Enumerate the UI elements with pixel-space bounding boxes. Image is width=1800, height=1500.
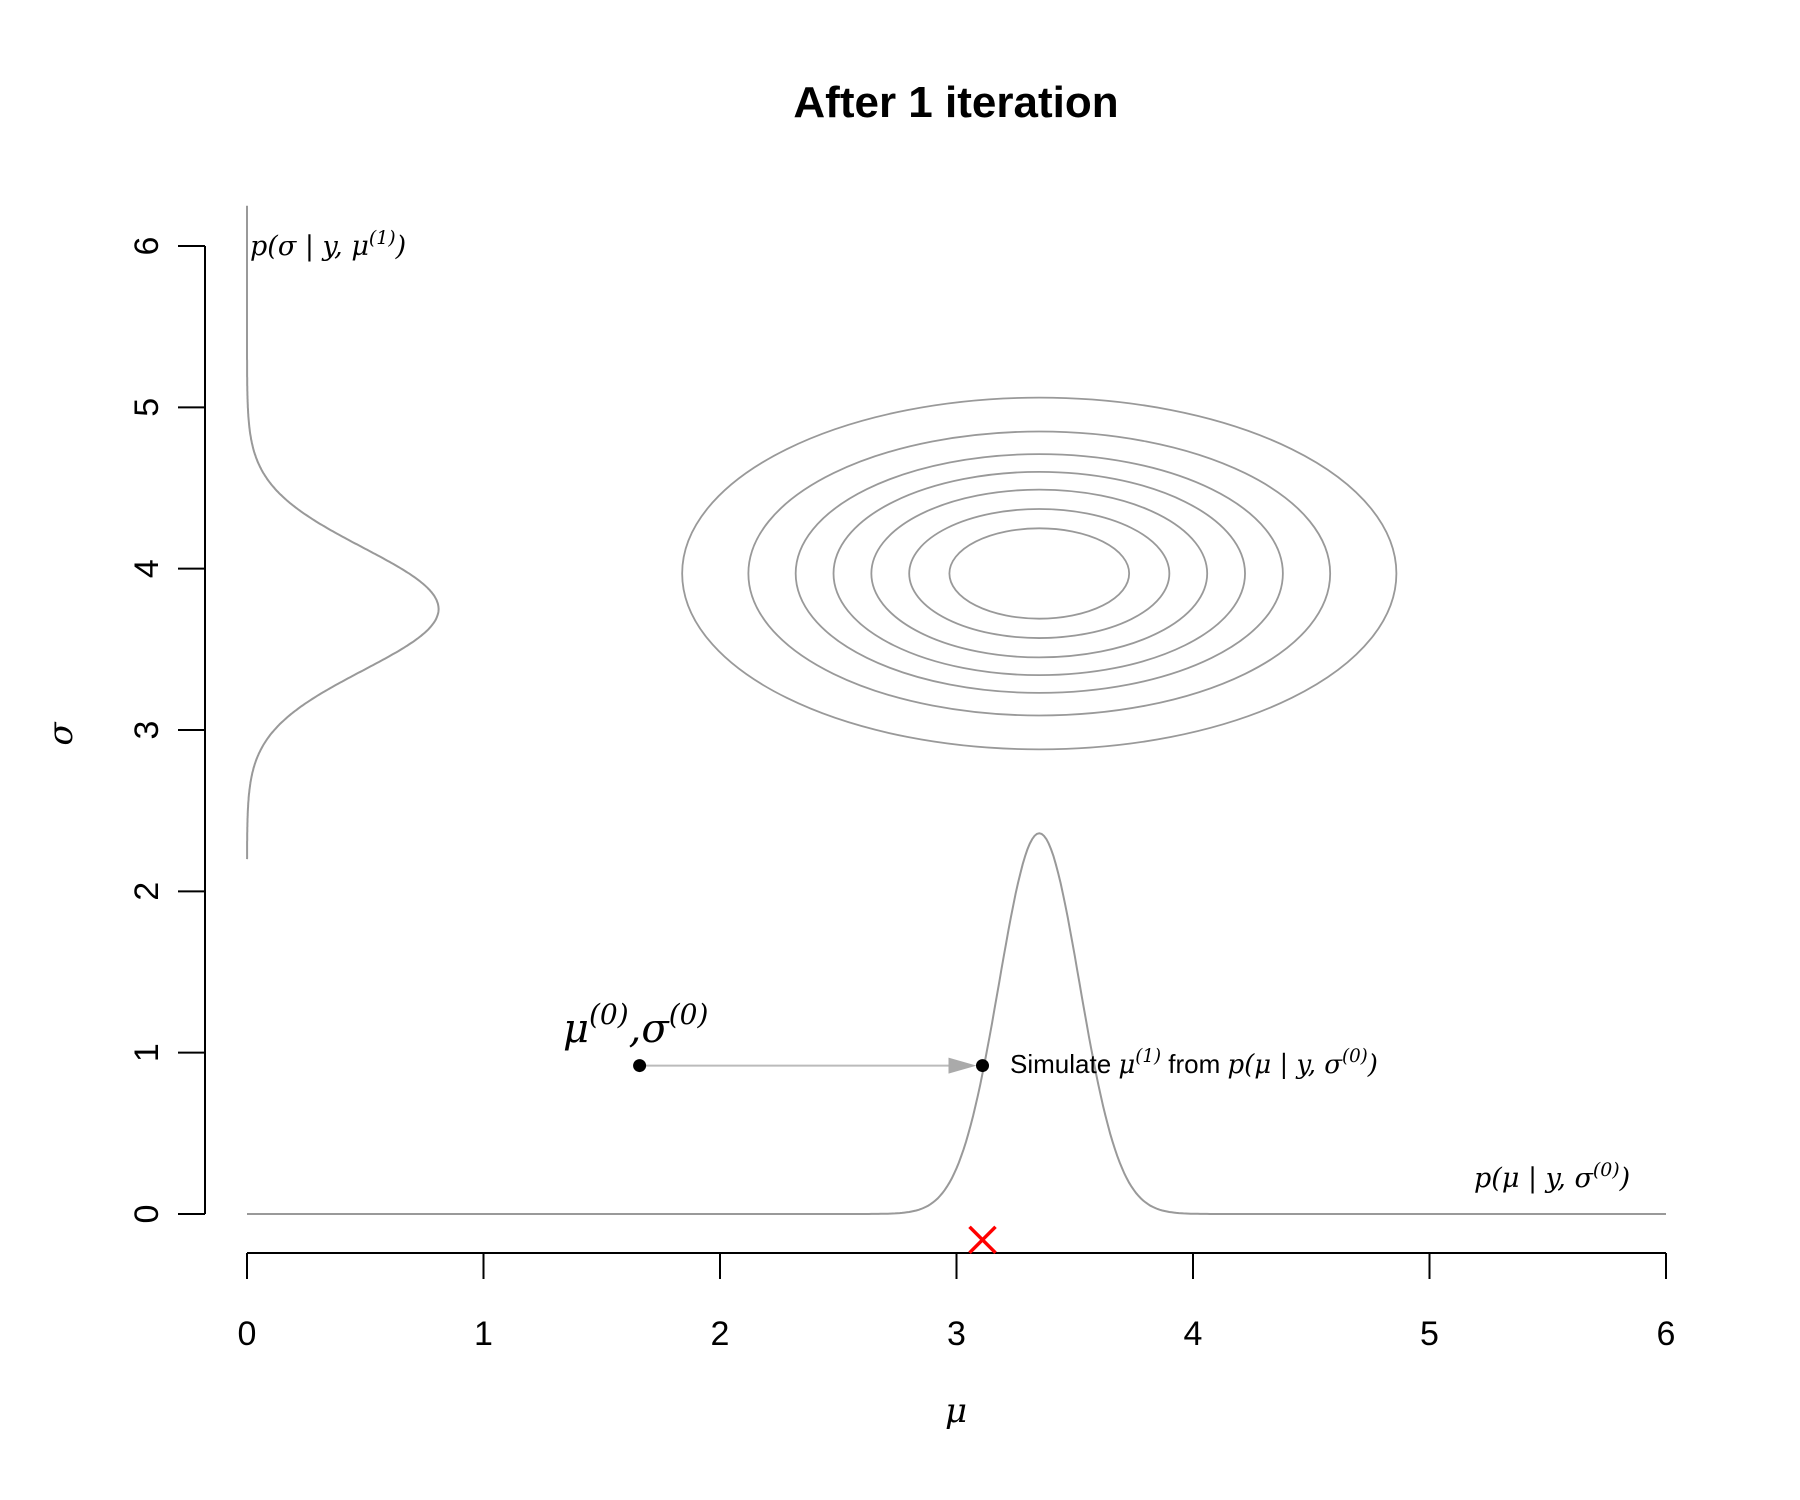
contour-line [948, 527, 1131, 620]
contour-line [832, 470, 1246, 677]
simulate-annotation: Simulate μ(1) from p(μ | y, σ(0)) [1010, 1046, 1378, 1080]
sample-point [976, 1059, 990, 1073]
contour-line [794, 453, 1284, 694]
draw-marker [968, 1225, 997, 1255]
y-tick-label: 3 [128, 721, 166, 740]
x-tick-label: 2 [711, 1315, 730, 1353]
x-tick-label: 4 [1184, 1315, 1203, 1353]
joint-density-contours [681, 396, 1398, 751]
y-tick-label: 6 [128, 237, 166, 256]
x-axis-label: μ [945, 1391, 967, 1431]
contour-line [870, 488, 1209, 659]
sampling-arrow [639, 1057, 977, 1074]
x-tick-label: 0 [238, 1315, 257, 1353]
conditional-densities [246, 205, 1666, 1215]
y-axis: 0 1 2 3 4 5 6 [128, 237, 206, 1224]
contour-line [908, 508, 1171, 639]
x-tick-label: 6 [1657, 1315, 1676, 1353]
y-tick-label: 4 [128, 559, 166, 578]
y-tick-label: 5 [128, 398, 166, 417]
x-tick-label: 3 [947, 1315, 966, 1353]
sample-point [633, 1059, 647, 1073]
draw-marker-stroke [968, 1225, 997, 1255]
contour-line [747, 430, 1332, 717]
y-axis-label: σ [41, 722, 81, 746]
y-tick-label: 0 [128, 1205, 166, 1224]
sample-points [633, 1059, 990, 1073]
x-tick-label: 5 [1420, 1315, 1439, 1353]
mu-density-curve [247, 832, 1666, 1215]
chart-title: After 1 iteration [793, 78, 1118, 127]
sigma-density-label: p(σ | y, μ(1)) [250, 227, 406, 262]
x-axis: 0 1 2 3 4 5 6 [238, 1252, 1676, 1353]
mu-density-label: p(μ | y, σ(0)) [1474, 1159, 1630, 1194]
arrow-head [948, 1057, 977, 1074]
y-tick-label: 1 [128, 1043, 166, 1062]
x-tick-label: 1 [474, 1315, 493, 1353]
sigma-density-curve [246, 205, 440, 860]
contour-line [681, 396, 1398, 751]
start-point-label: μ(0),σ(0) [563, 998, 708, 1052]
y-tick-label: 2 [128, 882, 166, 901]
